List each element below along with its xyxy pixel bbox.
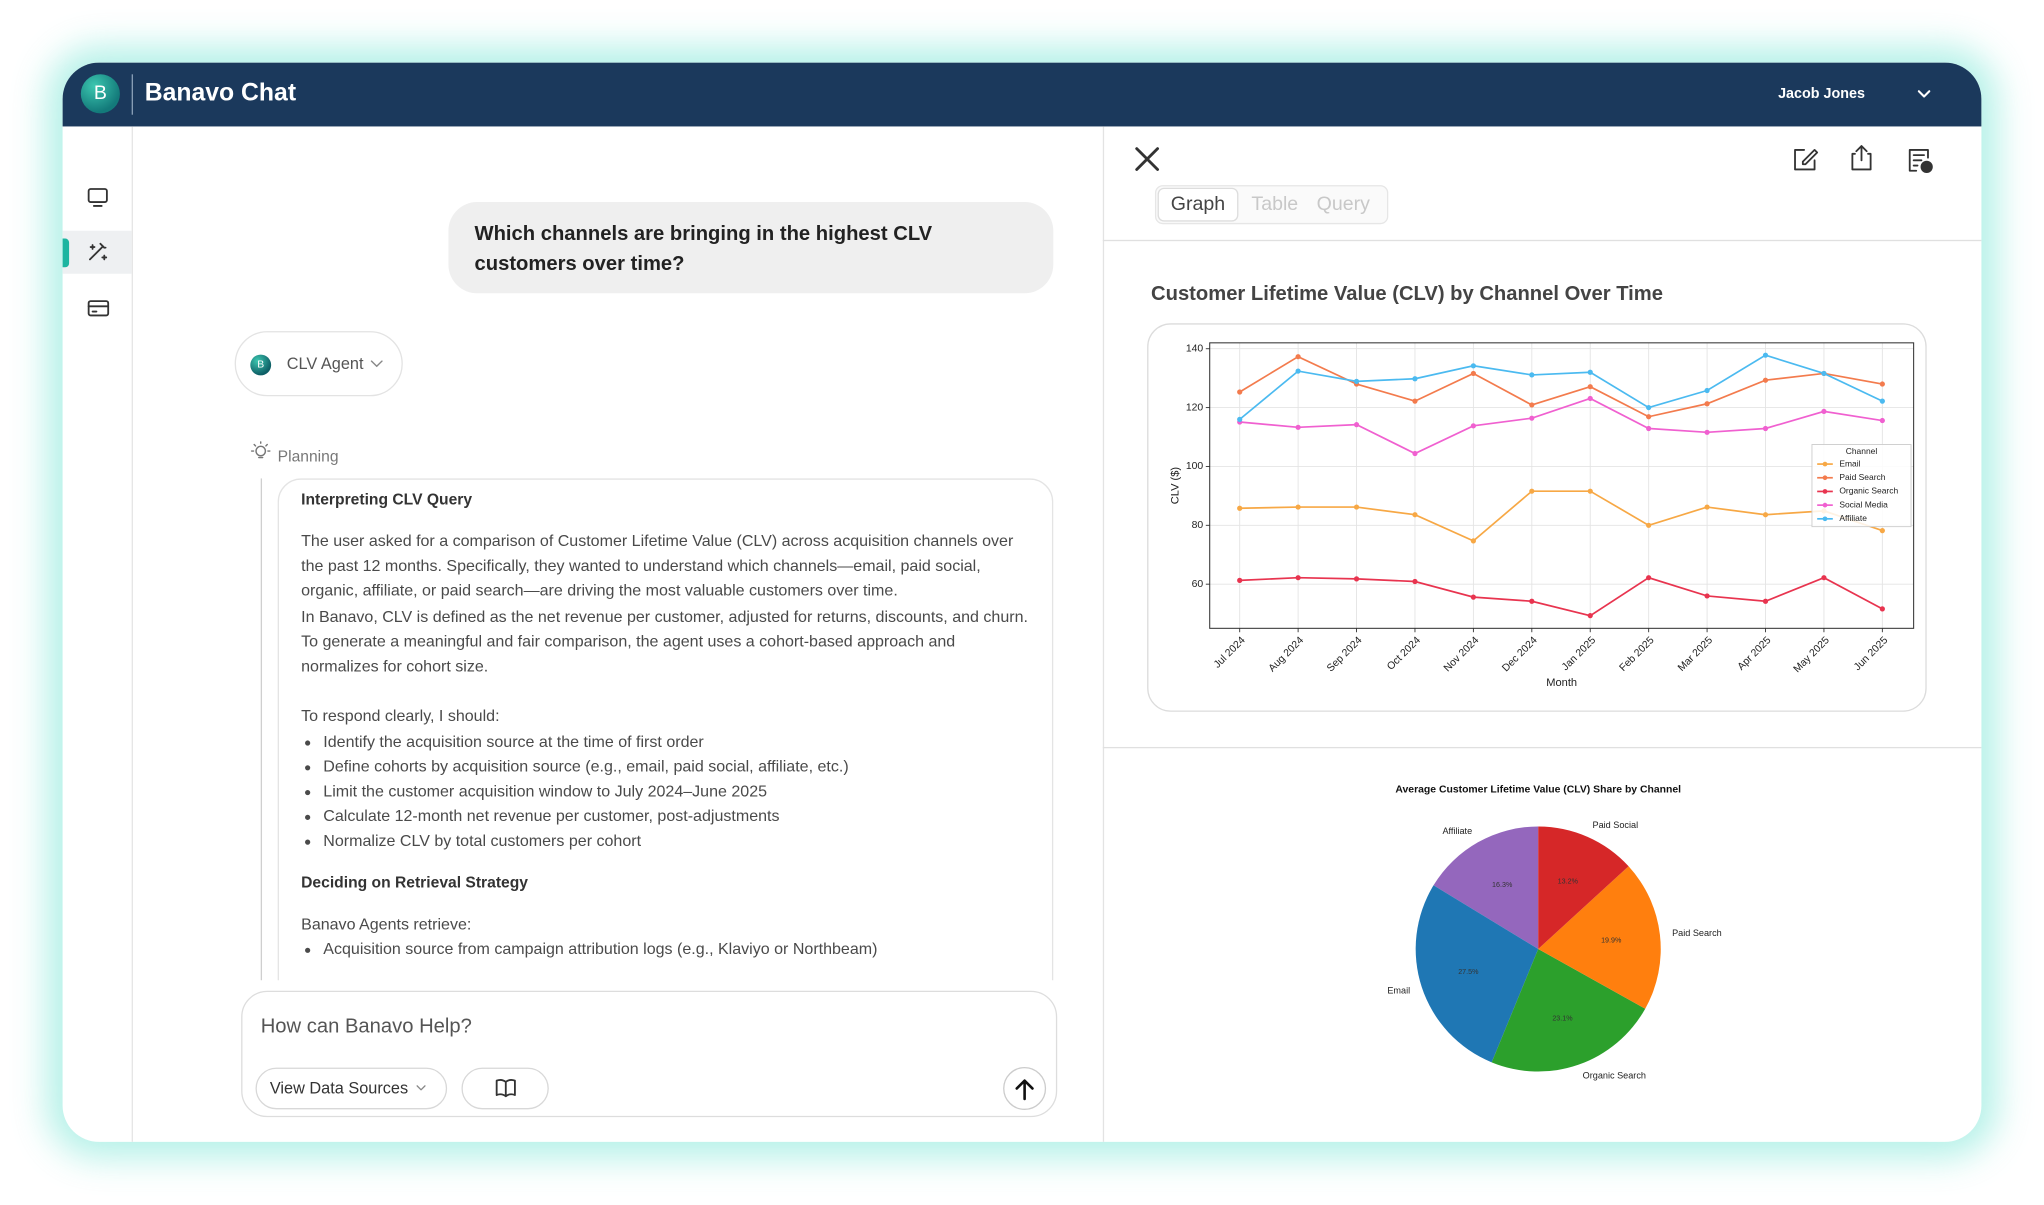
- tab[interactable]: Query: [1316, 192, 1370, 216]
- data-sources-button[interactable]: View Data Sources: [255, 1067, 448, 1110]
- agent-avatar: B: [250, 354, 272, 376]
- planning-scroll: Interpreting CLV Query The user asked fo…: [245, 469, 1079, 981]
- bullet-list: Acquisition source from campaign attribu…: [301, 937, 1030, 962]
- app-name: Banavo Chat: [144, 79, 297, 107]
- top-bar: B Banavo Chat Jacob Jones: [62, 62, 1982, 127]
- agent-selector[interactable]: B CLV Agent: [234, 331, 403, 397]
- agent-name: CLV Agent: [286, 354, 364, 373]
- lead: Banavo Agents retrieve:: [301, 914, 472, 933]
- thread-line: [260, 478, 263, 981]
- planning-icon: [250, 441, 271, 459]
- bullet: Define cohorts by acquisition source (e.…: [323, 755, 1030, 780]
- bullet: Identify the acquisition source at the t…: [323, 729, 1030, 754]
- button-label: View Data Sources: [269, 1079, 409, 1098]
- input-placeholder[interactable]: How can Banavo Help?: [260, 1015, 472, 1038]
- section-heading: Deciding on Retrieval Strategy: [301, 872, 529, 892]
- paragraph: The user asked for a comparison of Custo…: [301, 531, 1014, 601]
- sidebar: [63, 126, 133, 1142]
- bullet: Calculate 12-month net revenue per custo…: [323, 805, 1030, 830]
- user-message: Which channels are bringing in the highe…: [448, 202, 1054, 294]
- tab[interactable]: Table: [1251, 192, 1299, 216]
- bullet: Limit the customer acquisition window to…: [323, 780, 1030, 805]
- divider: [1102, 746, 1982, 749]
- planning-card: Interpreting CLV Query The user asked fo…: [277, 478, 1054, 981]
- library-button[interactable]: [461, 1067, 549, 1110]
- planning-label: Planning: [277, 447, 339, 466]
- user-menu[interactable]: Jacob Jones: [1778, 86, 1865, 102]
- paragraph: In Banavo, CLV is defined as the net rev…: [301, 606, 1028, 676]
- bullet: Acquisition source from campaign attribu…: [323, 937, 1030, 962]
- result-panel: [1102, 126, 1982, 1142]
- tab[interactable]: Graph: [1157, 187, 1239, 222]
- lead: To respond clearly, I should:: [301, 707, 500, 726]
- paragraphs: The user asked for a comparison of Custo…: [301, 529, 1030, 679]
- composer[interactable]: How can Banavo Help? View Data Sources: [241, 990, 1058, 1118]
- app-window: B Banavo Chat Jacob Jones Which channels…: [62, 62, 1982, 1142]
- tab-bar: Graph Table Query: [1154, 185, 1389, 225]
- divider: [131, 74, 133, 115]
- nav-active[interactable]: [62, 230, 132, 274]
- bullet-list: Identify the acquisition source at the t…: [301, 729, 1030, 854]
- logo: B: [80, 74, 120, 114]
- divider: [1102, 239, 1982, 242]
- chart-card: [1147, 323, 1927, 712]
- nav-indicator: [62, 238, 70, 268]
- section-heading: Interpreting CLV Query: [301, 490, 473, 509]
- bullet: Normalize CLV by total customers per coh…: [323, 830, 1030, 855]
